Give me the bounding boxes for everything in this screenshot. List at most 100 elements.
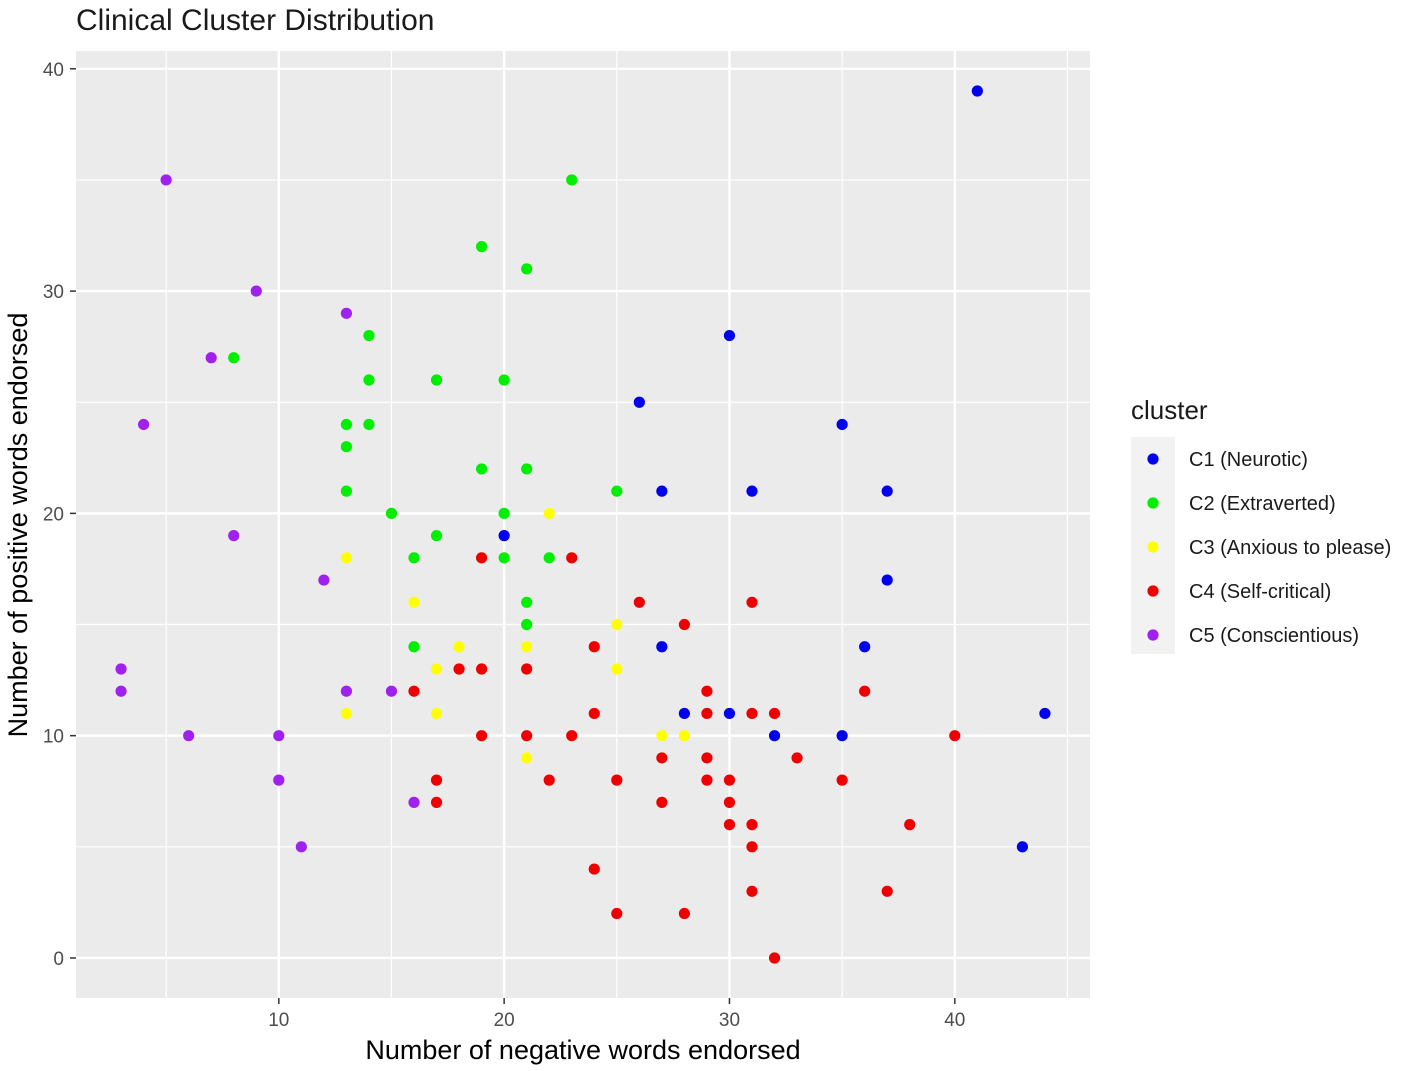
data-point-c3 xyxy=(430,663,443,675)
data-point-c3 xyxy=(430,707,443,720)
legend-key-c5 xyxy=(1147,629,1159,641)
data-point-c4 xyxy=(588,641,600,653)
y-tick-label: 0 xyxy=(53,949,64,970)
data-point-c4 xyxy=(430,774,443,786)
data-point-c4 xyxy=(836,774,848,786)
data-point-c4 xyxy=(746,819,758,831)
data-point-c5 xyxy=(273,774,285,786)
data-point-c1 xyxy=(881,574,893,586)
data-point-c1 xyxy=(768,730,781,742)
data-point-c4 xyxy=(611,907,623,920)
data-point-c2 xyxy=(521,596,533,608)
data-point-c4 xyxy=(408,685,420,697)
data-point-c1 xyxy=(836,730,848,742)
data-point-c2 xyxy=(498,374,510,386)
plot-panel xyxy=(76,51,1090,998)
data-point-c2 xyxy=(566,174,578,186)
data-point-c4 xyxy=(701,707,713,720)
data-point-c1 xyxy=(971,85,983,97)
data-point-c1 xyxy=(723,329,736,342)
data-points xyxy=(115,85,1051,964)
data-point-c4 xyxy=(543,774,555,786)
data-point-c2 xyxy=(476,463,488,475)
data-point-c3 xyxy=(611,618,623,631)
data-point-c1 xyxy=(1016,841,1028,853)
data-point-c4 xyxy=(701,685,713,697)
data-point-c2 xyxy=(498,507,510,519)
legend-label-c4: C4 (Self-critical) xyxy=(1189,581,1331,603)
data-point-c5 xyxy=(340,685,352,697)
data-point-c4 xyxy=(701,752,713,764)
data-point-c4 xyxy=(476,552,488,564)
data-point-c4 xyxy=(723,796,736,808)
data-point-c4 xyxy=(723,774,736,786)
y-tick-label: 40 xyxy=(43,60,64,81)
legend-label-c5: C5 (Conscientious) xyxy=(1189,625,1359,647)
data-point-c5 xyxy=(273,730,285,742)
legend-key-c4 xyxy=(1147,585,1159,597)
data-point-c5 xyxy=(250,285,262,297)
major-gridlines xyxy=(76,51,1090,998)
data-point-c1 xyxy=(859,641,871,653)
minor-gridlines xyxy=(76,51,1090,998)
data-point-c4 xyxy=(904,819,916,831)
data-point-c3 xyxy=(340,552,352,564)
data-point-c5 xyxy=(160,174,172,186)
legend-title: cluster xyxy=(1131,395,1208,425)
data-point-c5 xyxy=(115,685,127,697)
data-point-c5 xyxy=(205,352,217,364)
data-point-c4 xyxy=(723,819,736,831)
data-point-c3 xyxy=(656,730,668,742)
data-point-c4 xyxy=(949,730,961,742)
data-point-c5 xyxy=(115,663,127,675)
data-point-c2 xyxy=(521,618,533,631)
data-point-c2 xyxy=(543,552,555,564)
data-point-c1 xyxy=(678,707,691,720)
data-point-c5 xyxy=(295,841,307,853)
data-point-c3 xyxy=(521,752,533,764)
x-tick-label: 40 xyxy=(944,1010,965,1031)
data-point-c2 xyxy=(430,374,443,386)
data-point-c4 xyxy=(746,596,758,608)
data-point-c1 xyxy=(836,418,848,431)
data-point-c1 xyxy=(656,485,668,497)
data-point-c4 xyxy=(566,730,578,742)
data-point-c3 xyxy=(340,707,352,720)
data-point-c3 xyxy=(611,663,623,675)
legend-key-c3 xyxy=(1147,541,1159,553)
legend-label-c3: C3 (Anxious to please) xyxy=(1189,537,1391,559)
data-point-c4 xyxy=(521,663,533,675)
data-point-c2 xyxy=(340,485,352,497)
axis-ticks: 10 20 30 40 0 10 20 30 40 xyxy=(43,60,966,1031)
legend-key-c2 xyxy=(1147,497,1159,509)
data-point-c2 xyxy=(385,507,398,519)
data-point-c3 xyxy=(408,596,420,608)
data-point-c4 xyxy=(746,707,758,720)
data-point-c4 xyxy=(476,730,488,742)
data-point-c4 xyxy=(566,552,578,564)
data-point-c4 xyxy=(768,952,781,964)
y-tick-label: 20 xyxy=(43,504,64,525)
data-point-c2 xyxy=(430,530,443,542)
data-point-c4 xyxy=(430,796,443,808)
x-tick-label: 20 xyxy=(494,1010,515,1031)
data-point-c5 xyxy=(385,685,398,697)
data-point-c4 xyxy=(588,863,600,875)
data-point-c3 xyxy=(521,641,533,653)
data-point-c2 xyxy=(340,441,352,453)
data-point-c3 xyxy=(678,730,691,742)
data-point-c4 xyxy=(791,752,803,764)
data-point-c2 xyxy=(363,374,375,386)
data-point-c1 xyxy=(1039,707,1051,720)
chart-title: Clinical Cluster Distribution xyxy=(76,4,434,37)
data-point-c5 xyxy=(183,730,195,742)
data-point-c4 xyxy=(678,618,691,631)
data-point-c5 xyxy=(408,796,420,808)
legend-label-c2: C2 (Extraverted) xyxy=(1189,493,1336,515)
data-point-c2 xyxy=(363,329,375,342)
legend: cluster C1 (Neurotic) C2 (Extraverted) C3 … xyxy=(1131,395,1391,654)
y-tick-label: 10 xyxy=(43,727,64,748)
data-point-c4 xyxy=(521,730,533,742)
data-point-c1 xyxy=(656,641,668,653)
